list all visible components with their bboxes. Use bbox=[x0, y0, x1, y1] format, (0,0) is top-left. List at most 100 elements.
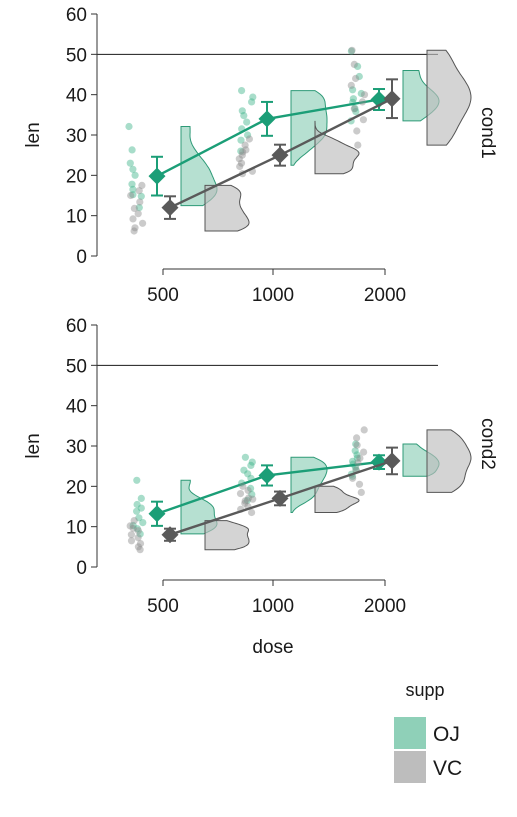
mean-diamond bbox=[271, 146, 289, 164]
y-tick-label: 30 bbox=[66, 126, 87, 147]
data-point bbox=[237, 147, 245, 155]
y-tick-label: 60 bbox=[66, 5, 87, 26]
data-point bbox=[349, 95, 357, 103]
data-point bbox=[127, 191, 135, 200]
data-point bbox=[129, 524, 137, 532]
data-point bbox=[357, 488, 365, 496]
data-point bbox=[356, 454, 364, 462]
data-point bbox=[130, 204, 138, 212]
data-point bbox=[357, 89, 365, 98]
data-point bbox=[135, 204, 143, 212]
data-point bbox=[127, 537, 136, 545]
legend-label-oj: OJ bbox=[433, 723, 460, 746]
data-point bbox=[241, 497, 249, 505]
data-point bbox=[249, 495, 257, 503]
data-point bbox=[129, 185, 137, 193]
data-point bbox=[131, 224, 139, 232]
data-point bbox=[355, 480, 364, 488]
data-point bbox=[243, 496, 251, 504]
x-axis-title: dose bbox=[252, 637, 293, 658]
x-tick-label: 500 bbox=[147, 596, 179, 617]
data-point bbox=[248, 508, 256, 517]
data-point bbox=[241, 141, 249, 149]
data-point bbox=[133, 500, 141, 509]
data-point bbox=[353, 451, 361, 459]
data-point bbox=[354, 62, 362, 70]
data-point bbox=[355, 72, 363, 81]
y-tick-label: 20 bbox=[66, 477, 87, 498]
data-point bbox=[136, 540, 145, 548]
data-point bbox=[352, 440, 360, 448]
data-point bbox=[139, 219, 147, 227]
data-point bbox=[133, 476, 141, 484]
x-tick-label: 2000 bbox=[364, 285, 406, 306]
data-point bbox=[235, 155, 243, 163]
y-tick-label: 30 bbox=[66, 437, 87, 458]
data-point bbox=[358, 98, 366, 106]
strip-label: cond2 bbox=[477, 418, 498, 470]
mean-diamond bbox=[383, 452, 401, 470]
data-point bbox=[248, 98, 256, 106]
data-point bbox=[137, 192, 145, 200]
x-tick-label: 2000 bbox=[364, 596, 406, 617]
x-tick-label: 1000 bbox=[252, 285, 294, 306]
data-point bbox=[236, 162, 244, 171]
data-point bbox=[139, 519, 147, 527]
data-point bbox=[126, 159, 134, 167]
data-point bbox=[354, 141, 362, 149]
data-point bbox=[238, 151, 246, 159]
data-point bbox=[136, 530, 144, 538]
violin-half bbox=[204, 520, 250, 551]
y-tick-label: 0 bbox=[76, 558, 87, 579]
violin-half bbox=[314, 120, 360, 175]
data-point bbox=[352, 74, 360, 83]
x-tick-label: 500 bbox=[147, 285, 179, 306]
panel-cond1: 0 10 20 30 40 50 60 len cond1 500 1000 2000 bbox=[23, 5, 498, 306]
data-point bbox=[240, 466, 248, 474]
data-point bbox=[136, 198, 144, 206]
data-point bbox=[351, 447, 359, 455]
data-point bbox=[129, 521, 137, 530]
legend-title: supp bbox=[405, 680, 444, 700]
y-tick-label: 60 bbox=[66, 316, 87, 337]
data-point bbox=[125, 122, 133, 131]
data-point bbox=[134, 534, 142, 542]
data-point bbox=[237, 136, 245, 144]
data-point bbox=[137, 504, 145, 512]
legend-label-vc: VC bbox=[433, 757, 462, 780]
data-point bbox=[245, 135, 253, 143]
data-point bbox=[353, 454, 361, 462]
data-point bbox=[347, 47, 355, 55]
data-point bbox=[354, 459, 362, 467]
violin-half bbox=[426, 49, 472, 146]
legend: supp OJ VC bbox=[394, 680, 462, 783]
x-tick-label: 1000 bbox=[252, 596, 294, 617]
data-point bbox=[128, 180, 136, 188]
data-point bbox=[237, 159, 246, 167]
y-tick-label: 0 bbox=[76, 247, 87, 268]
data-point bbox=[248, 458, 256, 466]
data-point bbox=[241, 453, 249, 461]
y-tick-label: 10 bbox=[66, 207, 87, 228]
data-point bbox=[244, 131, 252, 139]
data-point bbox=[349, 457, 357, 465]
mean-diamond bbox=[161, 526, 179, 544]
series-vc bbox=[127, 46, 472, 235]
data-point bbox=[136, 546, 144, 554]
data-point bbox=[135, 187, 143, 195]
data-point bbox=[239, 482, 247, 490]
data-point bbox=[243, 118, 251, 126]
mean-diamond bbox=[383, 90, 401, 108]
data-point bbox=[131, 171, 139, 179]
data-point bbox=[238, 107, 246, 115]
series-vc bbox=[126, 426, 472, 554]
y-tick-label: 40 bbox=[66, 397, 87, 418]
y-tick-label: 20 bbox=[66, 166, 87, 187]
data-point bbox=[134, 210, 142, 218]
data-point bbox=[248, 490, 256, 498]
mean-diamond bbox=[148, 505, 166, 523]
y-axis-title: len bbox=[23, 433, 44, 458]
panel-cond2: 0 10 20 30 40 50 60 len cond2 500 1000 2000 bbox=[23, 316, 498, 617]
data-point bbox=[360, 426, 368, 434]
